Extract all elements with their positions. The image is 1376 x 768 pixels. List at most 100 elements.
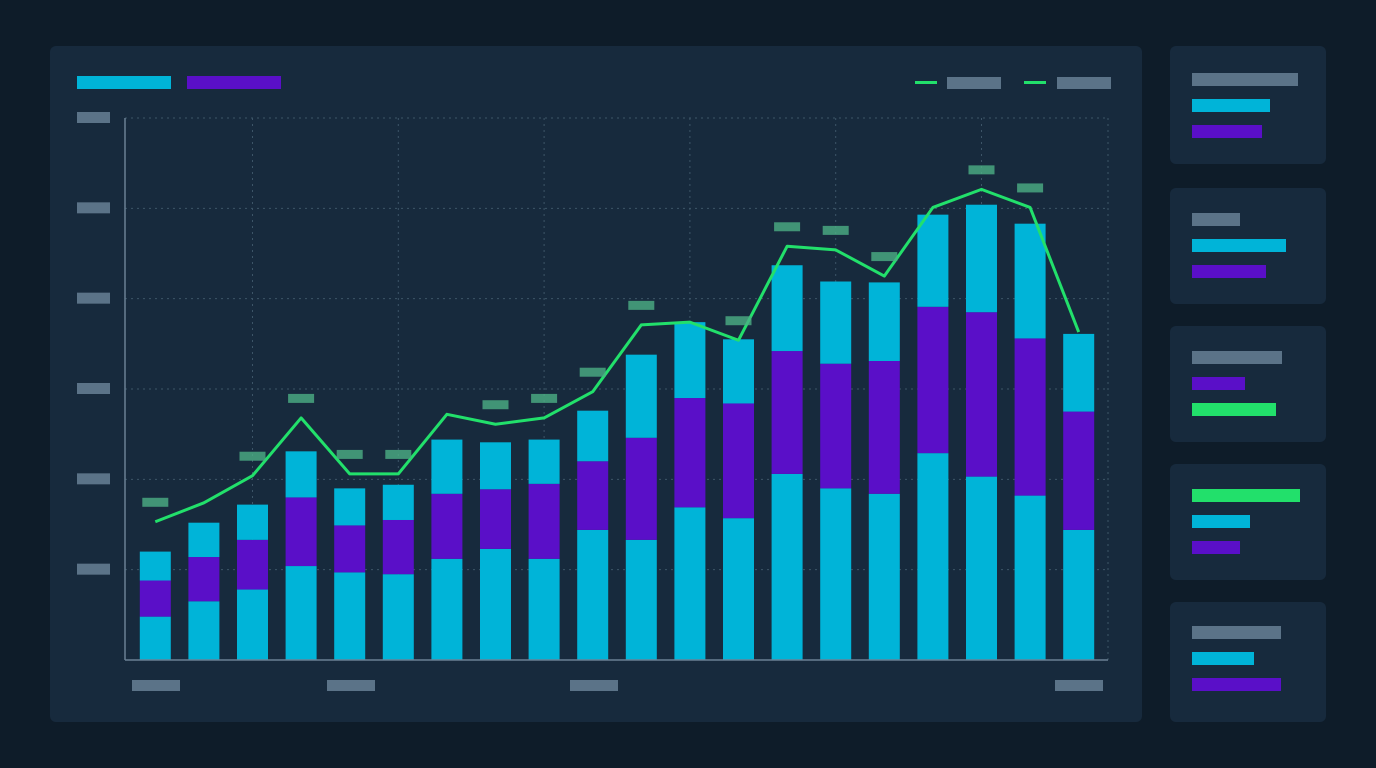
bar-segment	[868, 493, 900, 660]
bar-segment	[966, 312, 997, 477]
legend-placeholder	[1057, 77, 1111, 89]
bar-segment	[1063, 529, 1095, 660]
bar-segment	[139, 616, 171, 660]
bar-segment	[139, 551, 171, 581]
bar-segment	[625, 354, 657, 438]
legend-placeholder	[77, 76, 171, 89]
label-placeholder	[871, 252, 898, 262]
bar-segment	[1063, 411, 1095, 530]
card-placeholder	[1192, 515, 1250, 528]
label-placeholder	[385, 449, 412, 459]
bar-segment	[382, 574, 414, 660]
line	[154, 187, 1081, 524]
x-label-placeholder	[327, 680, 375, 691]
side-cards	[1170, 46, 1326, 722]
label-placeholder	[822, 225, 849, 235]
card-placeholder	[1192, 541, 1240, 554]
bar-segment	[771, 351, 803, 474]
bar-segment	[528, 483, 560, 559]
bar-segment	[334, 525, 366, 573]
x-label-placeholder	[1055, 680, 1103, 691]
bar-segment	[334, 572, 366, 660]
card-placeholder	[1192, 239, 1286, 252]
label-placeholder	[482, 400, 509, 410]
bar-segment	[480, 489, 511, 549]
bar-segment	[577, 461, 609, 530]
card-placeholder	[1192, 489, 1300, 502]
label-placeholder	[579, 367, 606, 377]
y-tick-placeholder	[77, 112, 110, 123]
label-placeholder	[336, 449, 363, 459]
bar-segment	[771, 473, 803, 660]
bar-segment	[237, 589, 268, 660]
bar-segment	[188, 557, 220, 602]
y-tick-placeholder	[77, 563, 110, 575]
card-placeholder	[1192, 351, 1282, 364]
bar-segment	[188, 601, 220, 660]
bar-segment	[334, 488, 366, 526]
bar-segment	[820, 363, 852, 489]
card-placeholder	[1192, 652, 1254, 665]
card-placeholder	[1192, 265, 1266, 278]
bar-segment	[820, 281, 852, 364]
label-placeholder	[1017, 183, 1044, 193]
label-placeholder	[142, 497, 169, 507]
bar-segment	[431, 493, 463, 559]
bar-segment	[1014, 338, 1046, 496]
bar-segment	[285, 451, 317, 498]
bar-segment	[188, 522, 220, 558]
label-placeholder	[628, 300, 655, 310]
bar-segment	[577, 410, 609, 462]
bar-segment	[382, 484, 414, 520]
legend-placeholder	[187, 76, 281, 89]
label-placeholder	[968, 165, 995, 175]
bar-segment	[771, 265, 803, 352]
label-placeholder	[288, 393, 315, 403]
bar-segment	[577, 529, 609, 660]
legend-placeholder	[947, 77, 1001, 89]
label-placeholder	[725, 316, 752, 326]
y-tick-placeholder	[77, 292, 110, 304]
y-tick-placeholder	[77, 383, 110, 394]
bar-segment	[382, 519, 414, 575]
bar-segment	[917, 306, 949, 454]
bar-segment	[1014, 223, 1046, 339]
bar-segment	[237, 504, 268, 540]
card-placeholder	[1192, 125, 1262, 138]
card-placeholder	[1192, 678, 1281, 691]
label-placeholder	[774, 222, 801, 232]
legend-line	[1024, 81, 1046, 84]
label-placeholder	[531, 393, 558, 403]
bar-segment	[674, 507, 706, 660]
bar-segment	[966, 476, 997, 660]
legend-line	[915, 81, 937, 84]
y-tick-placeholder	[77, 473, 110, 485]
bar-segment	[528, 439, 560, 484]
bar-segment	[917, 453, 949, 660]
bar-segment	[868, 282, 900, 361]
bar-segment	[1014, 495, 1046, 660]
bar-segment	[480, 442, 511, 490]
bar-segment	[674, 322, 706, 399]
card-placeholder	[1192, 626, 1281, 639]
label-placeholder	[239, 451, 266, 461]
card-placeholder	[1192, 213, 1240, 226]
bar-segment	[431, 558, 463, 660]
bar-segment	[237, 539, 268, 590]
y-tick-placeholder	[77, 202, 110, 214]
bar-segment	[868, 360, 900, 494]
plot	[77, 112, 1109, 661]
bar-segment	[723, 518, 754, 660]
bar-segment	[480, 548, 511, 660]
bar-segment	[674, 398, 706, 508]
bar-segment	[820, 488, 852, 660]
x-label-placeholder	[132, 680, 180, 691]
bar-segment	[625, 437, 657, 540]
bar-segment	[139, 580, 171, 617]
card-placeholder	[1192, 73, 1298, 86]
bar-segment	[285, 566, 317, 660]
bar-segment	[285, 497, 317, 567]
bar-segment	[723, 339, 754, 404]
bar-segment	[1063, 333, 1095, 412]
